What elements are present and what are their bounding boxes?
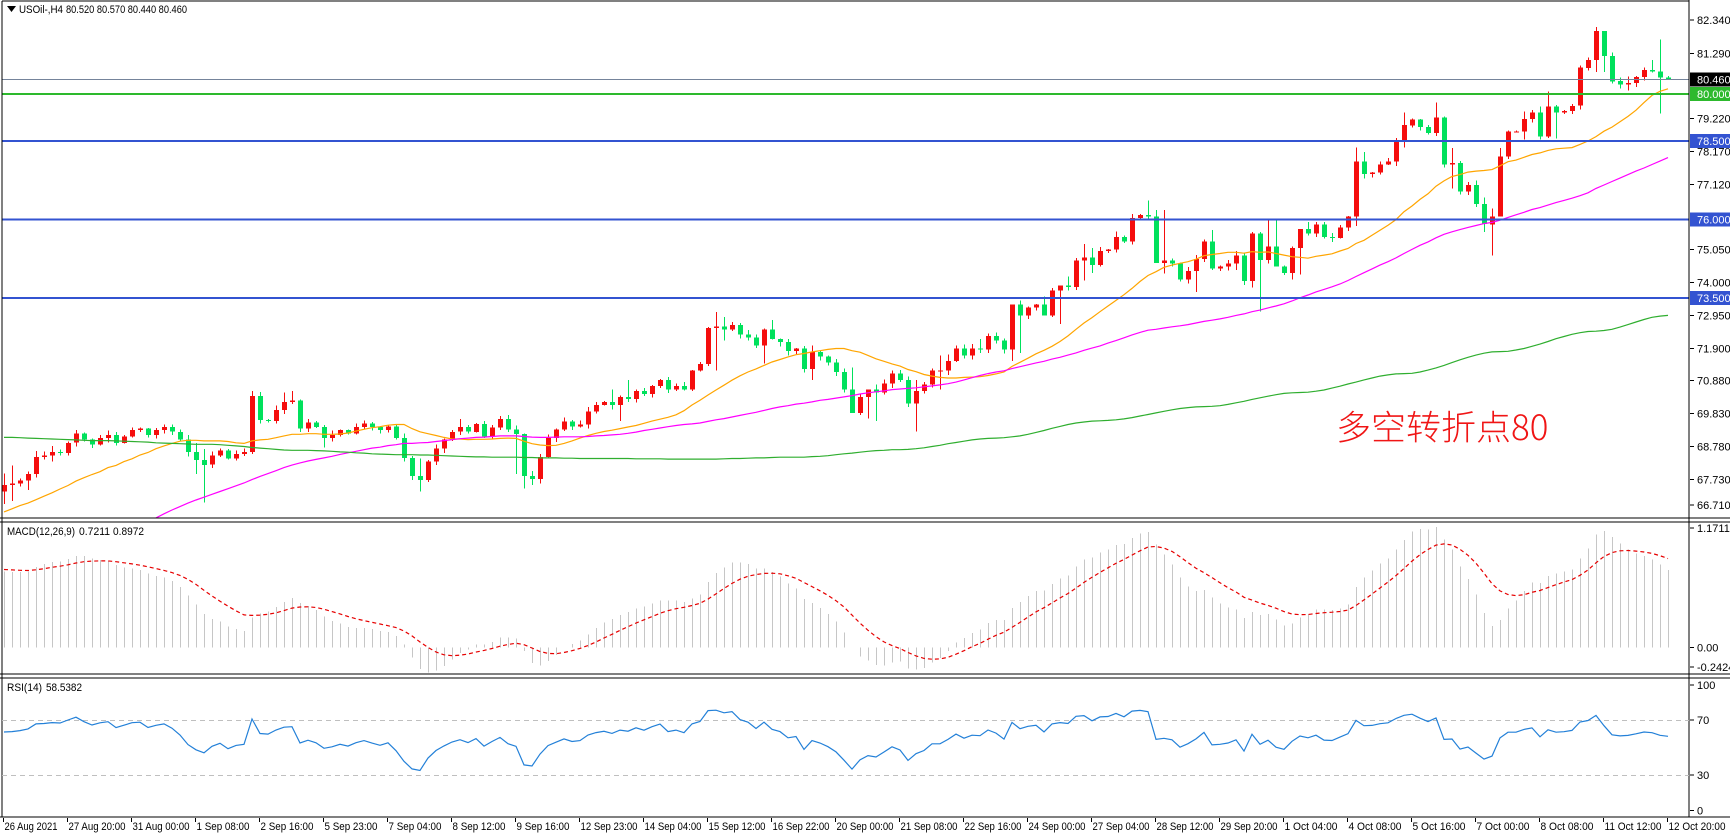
annotation-glyph <box>1512 414 1529 441</box>
annotation-text <box>1339 410 1547 443</box>
time-label: 14 Sep 04:00 <box>645 821 702 833</box>
rsi-scale-label: 100 <box>1697 680 1715 692</box>
ma-line-ma60 <box>154 157 1669 518</box>
price-tick-label: 71.900 <box>1697 343 1730 355</box>
price-tick-label: 81.290 <box>1697 48 1730 60</box>
price-tick-label: 69.830 <box>1697 409 1730 421</box>
symbol-dropdown-icon[interactable] <box>7 6 16 12</box>
price-tick-label: 82.340 <box>1697 15 1730 27</box>
price-chart-panel: 82.340 81.290 79.220 78.170 77.120 75.050 74.0… <box>0 0 1730 818</box>
time-label: 9 Sep 16:00 <box>517 821 570 833</box>
rsi-scale-label: 30 <box>1697 770 1709 782</box>
macd-label: MACD(12,26,9) <box>7 526 75 538</box>
time-label: 4 Oct 08:00 <box>1349 821 1402 833</box>
macd-scale-label: 0.00 <box>1697 642 1718 654</box>
rsi-plot-area[interactable] <box>2 709 1689 776</box>
price-tick-label: 78.170 <box>1697 146 1730 158</box>
time-label: 1 Oct 04:00 <box>1285 821 1338 833</box>
rsi-scale-label: 0 <box>1697 806 1703 818</box>
price-badge-label: 80.460 <box>1697 74 1730 86</box>
time-label: 26 Aug 2021 <box>5 821 58 833</box>
price-tick-label: 70.880 <box>1697 376 1730 388</box>
time-label: 7 Sep 04:00 <box>389 821 442 833</box>
symbol-title-group: USOil-,H4 80.520 80.570 80.440 80.460 <box>7 4 187 16</box>
annotation-glyph <box>1407 410 1440 443</box>
time-label: 5 Sep 23:00 <box>325 821 378 833</box>
time-label: 29 Sep 20:00 <box>1221 821 1278 833</box>
annotation-glyph <box>1442 410 1475 443</box>
time-axis: 26 Aug 2021 27 Aug 20:00 31 Aug 00:00 1 Sep… <box>3 818 1726 833</box>
time-label: 8 Sep 12:00 <box>453 821 506 833</box>
time-label: 2 Sep 16:00 <box>261 821 314 833</box>
price-badge-level-76 <box>1690 212 1730 227</box>
price-plot-area[interactable] <box>2 27 1689 574</box>
price-tick-label: 79.220 <box>1697 113 1730 125</box>
time-label: 21 Sep 08:00 <box>901 821 958 833</box>
price-tick-label: 68.780 <box>1697 442 1730 454</box>
macd-histogram <box>4 527 1669 673</box>
price-badge-level-80 <box>1690 86 1730 101</box>
time-label: 8 Oct 08:00 <box>1541 821 1594 833</box>
price-badge-level-73.5 <box>1690 291 1730 306</box>
panel-borders <box>0 0 1730 818</box>
rsi-scale-label: 70 <box>1697 715 1709 727</box>
rsi-label: RSI(14) <box>7 682 42 694</box>
time-label: 7 Oct 00:00 <box>1477 821 1530 833</box>
price-badge-label: 80.000 <box>1697 89 1730 101</box>
time-label: 27 Aug 20:00 <box>69 821 126 833</box>
time-label: 20 Sep 00:00 <box>837 821 894 833</box>
candle-bodies-bull <box>2 30 1647 492</box>
symbol-period-label: USOil-,H4 <box>19 4 63 16</box>
macd-signal-line <box>3 543 1669 660</box>
ma-line-ma200 <box>4 314 1669 460</box>
time-label: 12 Sep 23:00 <box>581 821 638 833</box>
price-tick-label: 75.050 <box>1697 244 1730 256</box>
annotation-glyph <box>1373 410 1404 442</box>
time-label: 1 Sep 08:00 <box>197 821 250 833</box>
macd-scale-label: -0.2424 <box>1697 662 1730 674</box>
macd-value-signal: 0.8972 <box>113 526 144 538</box>
time-label: 5 Oct 16:00 <box>1413 821 1466 833</box>
time-label: 15 Sep 12:00 <box>709 821 766 833</box>
rsi-panel: 100 70 30 0 RSI(14) 58.5382 <box>2 680 1715 818</box>
macd-plot-area[interactable] <box>3 527 1669 673</box>
time-label: 24 Sep 00:00 <box>1029 821 1086 833</box>
ohlc-values-label: 80.520 80.570 80.440 80.460 <box>66 4 187 16</box>
rsi-label-group: RSI(14) 58.5382 <box>7 682 82 694</box>
annotation-glyph <box>1339 410 1369 443</box>
price-badge-current-price <box>1690 72 1730 87</box>
time-label: 16 Sep 22:00 <box>773 821 830 833</box>
rsi-value: 58.5382 <box>46 682 82 694</box>
time-label: 12 Oct 20:00 <box>1669 821 1726 833</box>
ma-line-ma20 <box>3 88 1669 513</box>
price-badge-label: 78.500 <box>1697 136 1730 148</box>
price-tick-label: 67.730 <box>1697 475 1730 487</box>
candle-wicks-bear <box>60 30 1669 503</box>
price-tick-label: 77.120 <box>1697 179 1730 191</box>
time-label: 28 Sep 12:00 <box>1157 821 1214 833</box>
price-tick-label: 66.710 <box>1697 500 1730 512</box>
candle-bodies-bear <box>58 30 1671 480</box>
time-label: 27 Sep 04:00 <box>1093 821 1150 833</box>
price-badge-level-78.5 <box>1690 133 1730 148</box>
price-tick-label: 74.000 <box>1697 277 1730 289</box>
price-badge-label: 76.000 <box>1697 215 1730 227</box>
macd-value-main: 0.7211 <box>79 526 110 538</box>
annotation-glyph <box>1477 410 1509 443</box>
rsi-line <box>3 709 1669 772</box>
macd-label-group: MACD(12,26,9) 0.7211 0.8972 <box>7 526 144 538</box>
price-tick-label: 72.950 <box>1697 310 1730 322</box>
time-label: 22 Sep 16:00 <box>965 821 1022 833</box>
annotation-glyph <box>1531 414 1547 441</box>
time-label: 11 Oct 12:00 <box>1605 821 1662 833</box>
time-label: 31 Aug 00:00 <box>133 821 190 833</box>
macd-scale-label: 1.1711 <box>1697 523 1730 535</box>
macd-panel: 1.1711 0.00 -0.2424 MACD(12,26,9) 0.72110.89… <box>3 523 1730 674</box>
price-badge-label: 73.500 <box>1697 293 1730 305</box>
